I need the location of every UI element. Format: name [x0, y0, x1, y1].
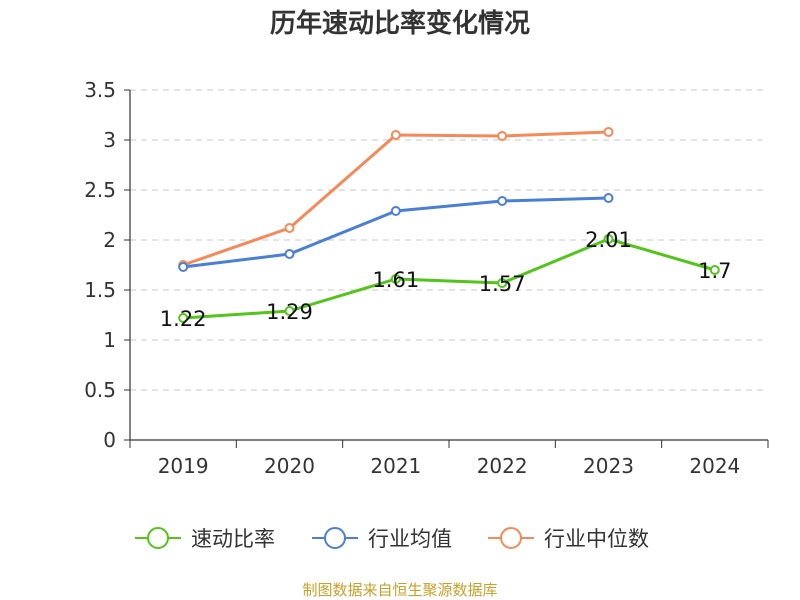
grid-layer — [130, 89, 768, 391]
y-tick-label: 3.5 — [84, 78, 116, 102]
legend-label: 行业中位数 — [544, 527, 649, 551]
legend: 速动比率 行业均值 行业中位数 — [135, 527, 649, 551]
y-tick-label: 1.5 — [84, 278, 116, 302]
legend-item-3: 行业中位数 — [488, 527, 649, 551]
data-label: 1.22 — [160, 307, 207, 331]
y-tick-label: 2 — [103, 228, 116, 252]
y-tick-label: 1 — [103, 328, 116, 352]
data-point-series-2 — [603, 193, 614, 203]
series-layer — [178, 127, 720, 323]
y-tick-label: 3 — [103, 128, 116, 152]
y-tick-label: 2.5 — [84, 178, 116, 202]
data-label: 1.29 — [266, 300, 313, 324]
x-tick-label: 2023 — [583, 454, 634, 478]
legend-label: 速动比率 — [191, 527, 275, 551]
y-tick-label: 0 — [103, 428, 116, 452]
legend-item-1: 速动比率 — [135, 527, 275, 551]
legend-marker — [500, 527, 522, 549]
data-point-series-2 — [497, 196, 508, 206]
data-point-series-1 — [178, 313, 189, 323]
data-point-series-1 — [390, 274, 401, 284]
data-point-series-2 — [284, 249, 295, 259]
data-point-series-2 — [390, 206, 401, 216]
x-tick-label: 2019 — [158, 454, 209, 478]
data-point-series-3 — [603, 127, 614, 137]
data-label: 2.01 — [585, 228, 632, 252]
data-point-series-3 — [284, 223, 295, 233]
data-point-series-1 — [603, 234, 614, 244]
data-point-series-1 — [497, 278, 508, 288]
data-label-layer: 1.22 1.29 1.61 1.57 2.01 1.7 — [160, 228, 732, 331]
data-point-series-1 — [284, 306, 295, 316]
axis-layer: 0 0.5 1 1.5 2 2.5 3 3.5 2019 2020 2021 2022 2023 2024 — [84, 78, 769, 478]
x-tick-label: 2020 — [264, 454, 315, 478]
data-point-series-3 — [497, 131, 508, 141]
x-tick-label: 2022 — [477, 454, 528, 478]
legend-marker — [324, 527, 346, 549]
legend-marker — [147, 527, 169, 549]
series-line-1 — [183, 237, 716, 320]
data-point-series-3 — [390, 130, 401, 140]
y-tick-label: 0.5 — [84, 378, 116, 402]
data-label: 1.57 — [479, 272, 526, 296]
data-point-series-2 — [178, 262, 189, 272]
x-tick-label: 2021 — [370, 454, 421, 478]
source-note: 制图数据来自恒生聚源数据库 — [302, 581, 497, 599]
data-label: 1.61 — [372, 268, 419, 292]
legend-item-2: 行业均值 — [312, 527, 452, 551]
data-label: 1.7 — [698, 259, 731, 283]
chart-title: 历年速动比率变化情况 — [270, 8, 530, 39]
x-tick-label: 2024 — [689, 454, 740, 478]
legend-label: 行业均值 — [368, 527, 452, 551]
data-point-series-1 — [709, 265, 720, 275]
